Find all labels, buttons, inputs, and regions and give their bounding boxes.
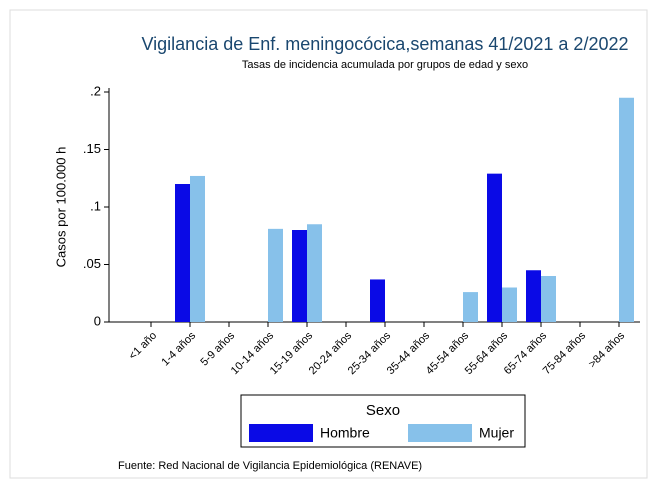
bar	[268, 228, 283, 322]
legend-title: Sexo	[366, 402, 400, 419]
legend-swatch	[249, 424, 313, 442]
bar	[502, 287, 517, 322]
bar	[307, 224, 322, 322]
y-tick-label: .1	[90, 198, 101, 213]
chart-subtitle: Tasas de incidencia acumulada por grupos…	[242, 59, 528, 71]
y-tick-label: 0	[94, 313, 101, 328]
bar	[526, 270, 541, 322]
y-tick-label: .2	[90, 83, 101, 98]
y-tick-label: .15	[83, 141, 101, 156]
bar	[619, 97, 634, 322]
bar	[292, 230, 307, 322]
bar	[487, 173, 502, 322]
y-axis-label: Casos por 100.000 h	[53, 147, 68, 268]
legend-swatch	[408, 424, 472, 442]
legend-label: Hombre	[320, 425, 370, 441]
chart-title: Vigilancia de Enf. meningocócica,semanas…	[141, 34, 628, 54]
bar	[190, 175, 205, 322]
legend-label: Mujer	[479, 425, 514, 441]
y-tick-label: .05	[83, 256, 101, 271]
bar	[541, 276, 556, 322]
source: Fuente: Red Nacional de Vigilancia Epide…	[118, 460, 422, 472]
bar	[370, 279, 385, 322]
bar	[175, 184, 190, 322]
bar	[463, 292, 478, 322]
